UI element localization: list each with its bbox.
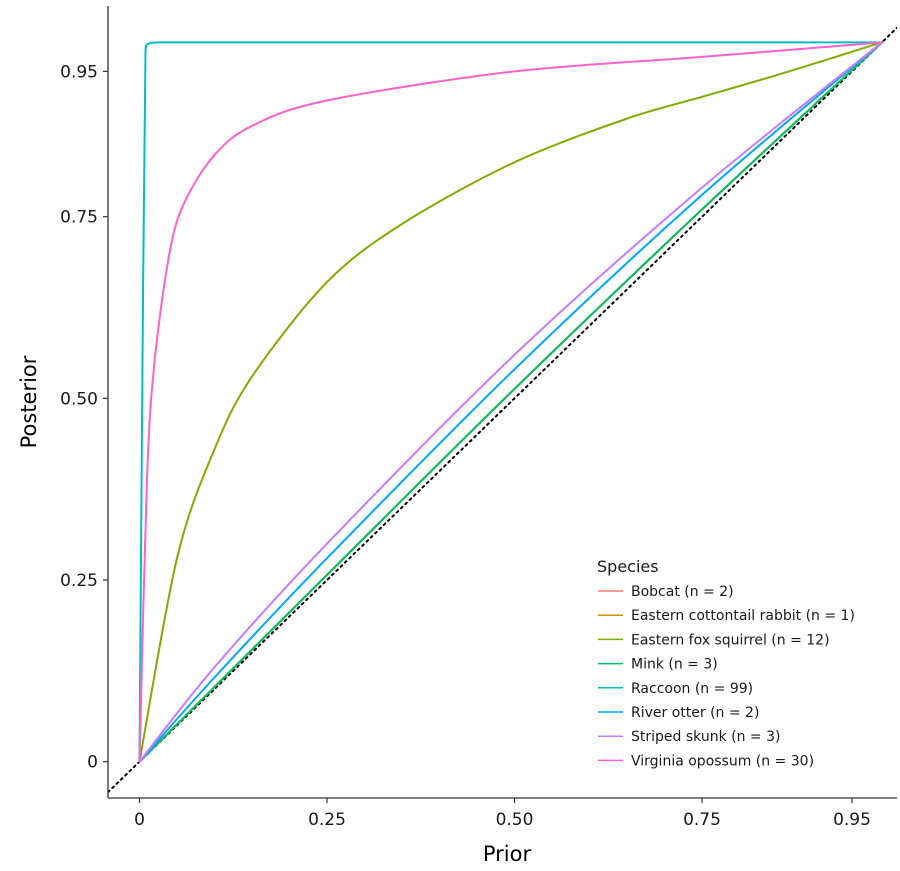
legend-item: Eastern fox squirrel (n = 12): [598, 632, 830, 648]
series-line-5: [138, 41, 883, 763]
legend-label: Virginia opossum (n = 30): [631, 753, 814, 769]
legend-label: Striped skunk (n = 3): [631, 729, 780, 745]
legend-items: Bobcat (n = 2) Eastern cottontail rabbit …: [598, 584, 855, 769]
series-line-4: [138, 41, 883, 763]
x-tick-label: 0: [134, 810, 145, 830]
series-line-2: [138, 41, 883, 763]
x-tick-label: 0.50: [496, 810, 534, 830]
series-line-7: [138, 41, 883, 763]
legend-item: Virginia opossum (n = 30): [598, 753, 814, 769]
plot-lines: [108, 26, 897, 794]
y-tick-label: 0.25: [60, 571, 98, 591]
y-tick-label: 0.75: [60, 208, 98, 228]
y-tick-label: 0.50: [60, 389, 98, 409]
x-tick-label: 0.75: [683, 810, 721, 830]
legend-label: Eastern cottontail rabbit (n = 1): [631, 608, 855, 624]
y-axis-title: Posterior: [17, 355, 41, 448]
y-tick-label: 0.95: [60, 62, 98, 82]
series-line-6: [138, 41, 883, 763]
legend-label: Eastern fox squirrel (n = 12): [631, 632, 830, 648]
legend-item: Bobcat (n = 2): [598, 584, 734, 600]
legend-item: River otter (n = 2): [598, 705, 759, 721]
legend-item: Striped skunk (n = 3): [598, 729, 780, 745]
legend: Species Bobcat (n = 2) Eastern cottontail…: [597, 557, 855, 769]
legend-label: River otter (n = 2): [631, 705, 759, 721]
legend-label: Mink (n = 3): [631, 657, 718, 673]
x-axis-title: Prior: [483, 842, 532, 866]
x-tick-label: 0.95: [833, 810, 871, 830]
y-axis-ticks: 0 0.25 0.50 0.75 0.95: [60, 62, 108, 773]
legend-item: Mink (n = 3): [598, 657, 718, 673]
series-line-3: [138, 41, 883, 763]
legend-label: Bobcat (n = 2): [631, 584, 734, 600]
y-tick-label: 0: [87, 753, 98, 773]
legend-title: Species: [597, 557, 659, 576]
axes: [107, 6, 897, 799]
x-tick-label: 0.25: [308, 810, 346, 830]
legend-item: Raccoon (n = 99): [598, 681, 753, 697]
legend-item: Eastern cottontail rabbit (n = 1): [598, 608, 855, 624]
legend-label: Raccoon (n = 99): [631, 681, 753, 697]
x-axis-ticks: 0 0.25 0.50 0.75 0.95: [134, 798, 871, 830]
